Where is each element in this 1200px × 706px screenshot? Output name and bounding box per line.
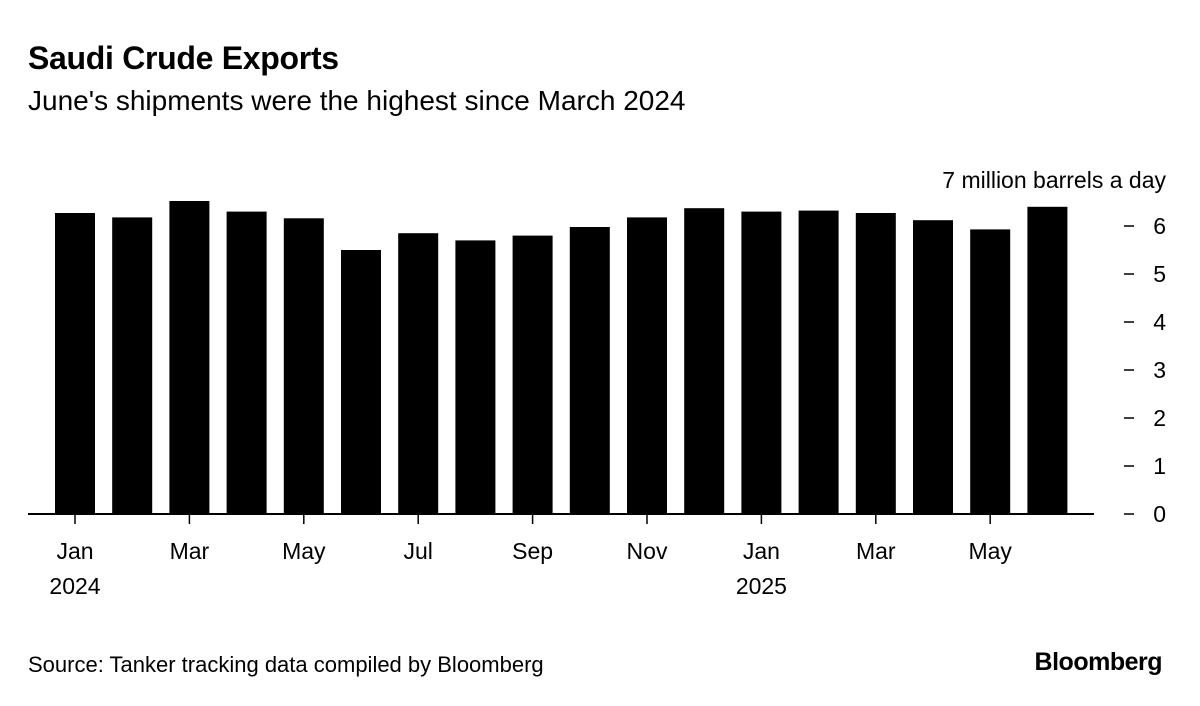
bar-jul-2024 xyxy=(398,233,439,514)
bar-may-2024 xyxy=(283,218,324,515)
bar-oct-2024 xyxy=(569,227,610,514)
x-tick-label: Jul xyxy=(403,538,432,564)
bar-feb-2025 xyxy=(798,210,839,514)
bar-dec-2024 xyxy=(684,208,725,514)
bar-sep-2024 xyxy=(512,235,553,514)
y-axis-unit-label: 7 million barrels a day xyxy=(942,167,1166,193)
bar-may-2025 xyxy=(970,229,1011,514)
bar-chart: 7 million barrels a day 0 1 2 3 4 5 6 Jan 2024 M… xyxy=(28,167,1166,599)
bar-jan-2025 xyxy=(741,211,782,514)
bar-apr-2025 xyxy=(913,220,953,514)
x-tick-label: May xyxy=(282,538,326,564)
bar-nov-2024 xyxy=(627,217,667,514)
bar-apr-2024 xyxy=(226,211,267,514)
x-axis: Jan 2024 Mar May Jul Sep Nov Jan 2025 Mar May xyxy=(28,513,1094,599)
x-tick-label: Nov xyxy=(627,538,668,564)
x-tick-label: Mar xyxy=(170,538,210,564)
bar-mar-2024 xyxy=(169,201,210,514)
bar-jan-2024 xyxy=(55,213,95,514)
x-tick-label: Sep xyxy=(512,538,553,564)
x-tick-label: May xyxy=(968,538,1012,564)
bar-feb-2024 xyxy=(112,217,153,514)
source-note: Source: Tanker tracking data compiled by… xyxy=(28,652,544,677)
bar-jun-2025 xyxy=(1027,206,1068,515)
y-tick-label: 1 xyxy=(1153,453,1166,479)
bar-jun-2024 xyxy=(341,250,381,514)
y-tick-label: 0 xyxy=(1153,501,1166,527)
x-tick-label: Jan xyxy=(743,538,780,564)
y-axis: 0 1 2 3 4 5 6 xyxy=(1124,213,1166,527)
bar-aug-2024 xyxy=(455,240,496,514)
chart-subtitle: June's shipments were the highest since … xyxy=(28,85,686,116)
x-tick-label: Mar xyxy=(856,538,896,564)
bloomberg-logo: Bloomberg xyxy=(1034,648,1163,676)
y-tick-label: 5 xyxy=(1153,261,1166,287)
bar-mar-2025 xyxy=(855,213,896,514)
y-tick-label: 3 xyxy=(1153,357,1166,383)
y-tick-label: 2 xyxy=(1153,405,1166,431)
x-tick-year-label: 2024 xyxy=(49,573,100,599)
bars-group xyxy=(55,201,1068,515)
y-tick-label: 4 xyxy=(1153,309,1166,335)
x-tick-label: Jan xyxy=(56,538,93,564)
x-tick-year-label: 2025 xyxy=(736,573,787,599)
chart-title: Saudi Crude Exports xyxy=(28,40,339,76)
y-tick-label: 6 xyxy=(1153,213,1166,239)
